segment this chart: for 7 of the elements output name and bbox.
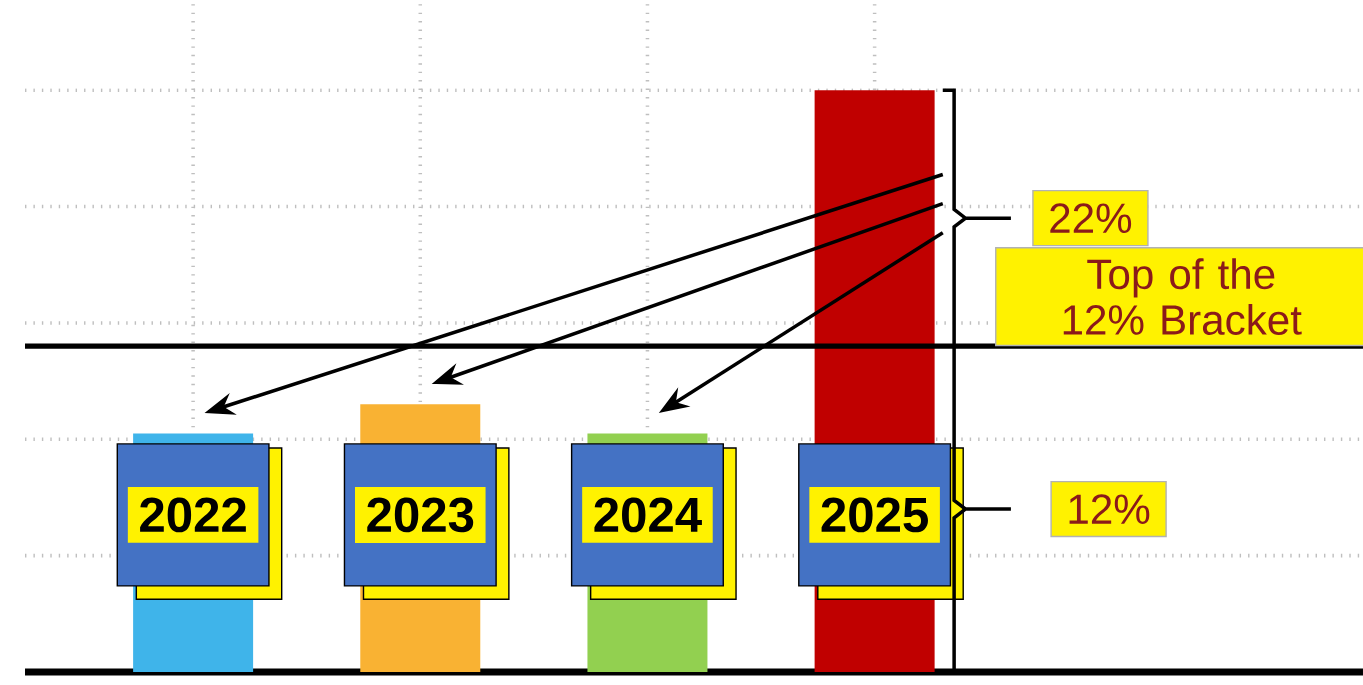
text: 22%: [1050, 203, 1132, 233]
text: 12%: [1069, 494, 1150, 524]
ref-line-label: Top of the 12% Bracket: [1063, 258, 1302, 335]
x-tick-label: 2025: [821, 497, 928, 533]
x-tick-label: 2024: [594, 497, 702, 533]
x-tick-label: 2023: [367, 497, 474, 533]
x-tick-label: 2022: [140, 497, 246, 533]
